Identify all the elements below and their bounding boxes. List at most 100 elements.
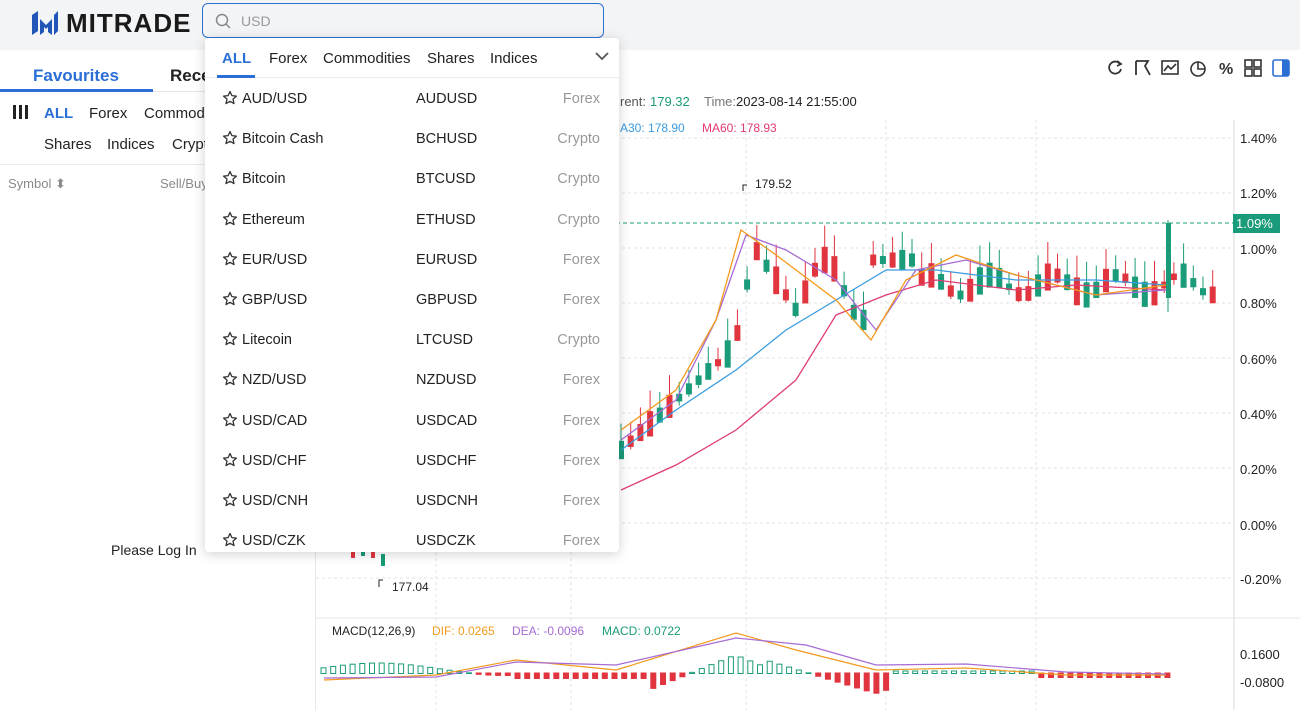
macd-bar xyxy=(766,660,773,675)
star-icon[interactable] xyxy=(222,251,238,267)
candle-body xyxy=(860,309,867,331)
list-item[interactable]: Bitcoin BTCUSD Crypto xyxy=(205,159,619,199)
candle-body xyxy=(947,285,954,297)
candle-body xyxy=(782,289,789,301)
dropdown-tab-commodities[interactable]: Commodities xyxy=(323,50,411,67)
list-item[interactable]: AUD/USD AUDUSD Forex xyxy=(205,79,619,119)
instrument-category: Forex xyxy=(562,372,600,389)
macd-bar xyxy=(427,666,434,675)
star-icon[interactable] xyxy=(222,452,238,468)
search-box[interactable] xyxy=(202,3,604,38)
list-item[interactable]: NZD/USD NZDUSD Forex xyxy=(205,360,619,400)
macd-bar xyxy=(747,660,754,674)
macd-bar xyxy=(563,672,569,679)
dropdown-tabs: ALL Forex Commodities Shares Indices xyxy=(205,38,619,78)
candle-body xyxy=(685,383,692,395)
macd-bar xyxy=(727,656,734,675)
star-icon[interactable] xyxy=(222,412,238,428)
candle-body xyxy=(986,262,993,288)
star-icon[interactable] xyxy=(222,532,238,548)
macd-bar xyxy=(349,663,356,675)
login-prompt[interactable]: Please Log In xyxy=(111,542,197,558)
list-item[interactable]: USD/CNH USDCNH Forex xyxy=(205,481,619,521)
star-icon[interactable] xyxy=(222,211,238,227)
list-item[interactable]: Ethereum ETHUSD Crypto xyxy=(205,200,619,240)
star-icon[interactable] xyxy=(222,90,238,106)
star-icon[interactable] xyxy=(222,291,238,307)
list-item[interactable]: USD/CAD USDCAD Forex xyxy=(205,401,619,441)
dropdown-tab-indices[interactable]: Indices xyxy=(490,50,538,67)
indicator-icon[interactable] xyxy=(1160,58,1180,78)
macd-bar xyxy=(398,663,405,675)
macd-bar xyxy=(679,672,686,678)
search-input[interactable] xyxy=(241,12,581,29)
filter-commodities[interactable]: Commod xyxy=(144,105,205,122)
macd-bar xyxy=(941,670,948,674)
dropdown-tab-shares[interactable]: Shares xyxy=(427,50,475,67)
star-icon[interactable] xyxy=(222,371,238,387)
y-axis-tick: 0.20% xyxy=(1240,462,1277,477)
brand-name: MITRADE xyxy=(66,7,192,38)
dropdown-active-tab-indicator xyxy=(217,75,255,78)
instrument-category: Forex xyxy=(562,292,600,308)
filter-all[interactable]: ALL xyxy=(44,105,74,122)
search-icon xyxy=(215,13,231,29)
panel-icon[interactable] xyxy=(1271,58,1291,78)
y-axis-tick: 1.00% xyxy=(1240,242,1277,257)
macd-bar xyxy=(485,672,492,676)
list-item[interactable]: USD/CHF USDCHF Forex xyxy=(205,441,619,481)
macd-bar xyxy=(931,670,938,674)
list-item[interactable]: GBP/USD GBPUSD Forex xyxy=(205,280,619,320)
macd-bar xyxy=(436,668,443,675)
refresh-icon[interactable] xyxy=(1105,58,1125,78)
dropdown-tab-all[interactable]: ALL xyxy=(222,50,252,67)
macd-axis-bottom: -0.0800 xyxy=(1240,675,1285,690)
filter-shares[interactable]: Shares xyxy=(44,136,92,153)
filter-crypto[interactable]: Crypt xyxy=(172,136,208,153)
candle-body xyxy=(695,375,702,385)
instrument-name: NZD/USD xyxy=(242,372,307,389)
pie-icon[interactable] xyxy=(1188,58,1208,78)
list-item[interactable]: USD/CZK USDCZK Forex xyxy=(205,521,619,552)
list-view-icon[interactable] xyxy=(13,105,29,119)
chevron-down-icon[interactable] xyxy=(595,51,609,61)
candle-body xyxy=(773,266,780,295)
draw-icon[interactable] xyxy=(1133,58,1153,78)
low-price-label: 177.04 xyxy=(392,580,429,594)
instrument-name: GBP/USD xyxy=(242,292,308,308)
instrument-symbol: NZDUSD xyxy=(416,372,477,389)
macd-bar xyxy=(582,672,589,679)
star-icon[interactable] xyxy=(222,170,238,186)
percent-icon[interactable]: % xyxy=(1216,58,1236,78)
instrument-symbol: AUDUSD xyxy=(416,91,478,107)
star-icon[interactable] xyxy=(222,130,238,146)
macd-bar xyxy=(718,660,725,674)
filter-forex[interactable]: Forex xyxy=(89,105,128,122)
star-icon[interactable] xyxy=(222,492,238,508)
macd-bar xyxy=(834,672,841,683)
y-axis-tick: 0.00% xyxy=(1240,518,1277,533)
list-item[interactable]: EUR/USD EURUSD Forex xyxy=(205,240,619,280)
current-pct-badge: 1.09% xyxy=(1233,214,1280,233)
macd-bar xyxy=(378,662,385,674)
filter-indices[interactable]: Indices xyxy=(107,136,155,153)
macd-bar xyxy=(504,672,511,676)
candle-body xyxy=(627,435,634,447)
list-item[interactable]: Bitcoin Cash BCHUSD Crypto xyxy=(205,119,619,159)
tab-favourites[interactable]: Favourites xyxy=(33,66,119,85)
current-price: 179.32 xyxy=(650,94,690,109)
column-symbol[interactable]: Symbol ⬍ xyxy=(8,176,66,192)
macd-bar xyxy=(892,670,899,674)
grid-icon[interactable] xyxy=(1243,58,1263,78)
candle-body xyxy=(744,279,751,290)
list-item[interactable]: Litecoin LTCUSD Crypto xyxy=(205,320,619,360)
macd-bar xyxy=(698,667,705,674)
macd-bar xyxy=(999,670,1006,674)
dropdown-tab-forex[interactable]: Forex xyxy=(269,50,308,67)
macd-bar xyxy=(572,672,579,679)
macd-bar xyxy=(951,670,957,674)
instrument-symbol: BCHUSD xyxy=(416,131,478,148)
tab-recent[interactable]: Rece xyxy=(170,66,211,85)
star-icon[interactable] xyxy=(222,331,238,347)
brand-logo[interactable]: MITRADE xyxy=(30,8,191,38)
